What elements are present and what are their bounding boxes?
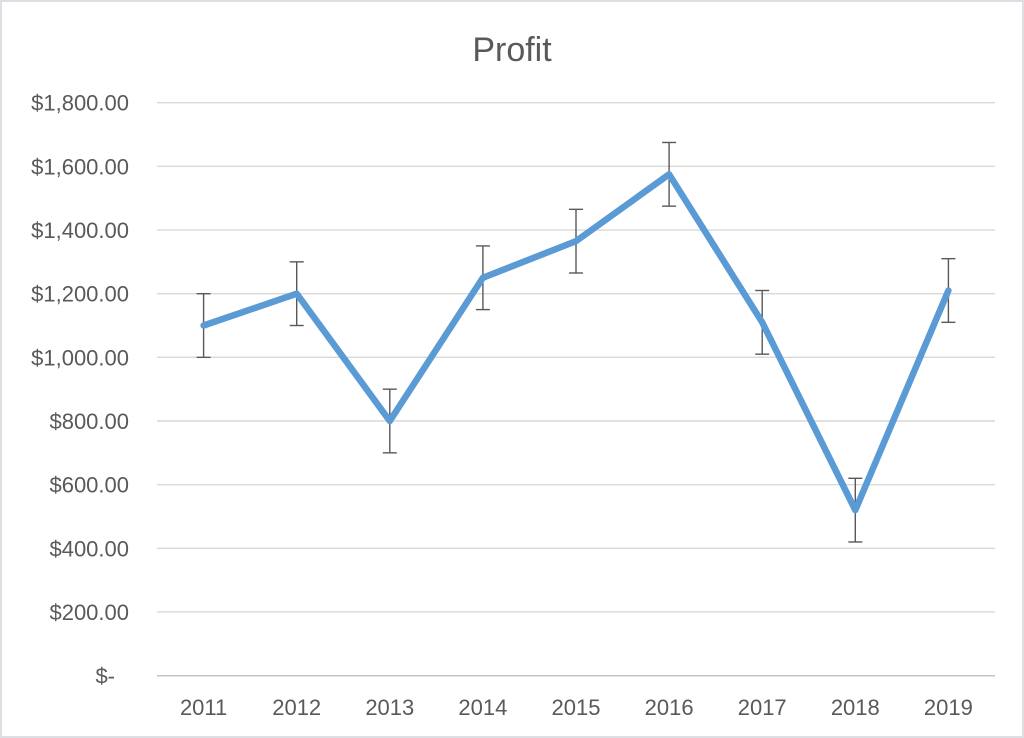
y-axis-label: $800.00 [49,409,129,434]
gridlines [157,101,995,677]
x-axis-label-2014: 2014 [458,695,507,720]
y-axis-labels: $- $200.00 $400.00 $600.00 $800.00 $1,000.00 $… [31,91,129,689]
profit-series-line [200,171,952,514]
y-axis-label: $600.00 [49,473,129,498]
x-axis-labels: 2011 2012 2013 2014 2015 2016 2017 2018 2019 [180,695,973,720]
y-axis-label: $1,200.00 [31,282,129,307]
x-axis-label-2018: 2018 [831,695,880,720]
y-axis-label: $- [95,664,115,689]
y-axis-label: $1,800.00 [31,91,129,116]
x-axis-label-2011: 2011 [180,695,227,720]
x-axis-label-2015: 2015 [552,695,601,720]
y-axis-label: $1,400.00 [31,218,129,243]
y-axis-label: $400.00 [49,536,129,561]
x-axis-label-2013: 2013 [365,695,414,720]
x-axis-label-2017: 2017 [738,695,787,720]
x-axis-label-2012: 2012 [272,695,321,720]
chart-title: Profit [472,31,552,69]
y-axis-label: $1,600.00 [31,154,129,179]
y-axis-label: $1,000.00 [31,345,129,370]
y-axis-label: $200.00 [49,600,129,625]
x-axis-label-2019: 2019 [924,695,973,720]
x-axis-label-2016: 2016 [645,695,694,720]
